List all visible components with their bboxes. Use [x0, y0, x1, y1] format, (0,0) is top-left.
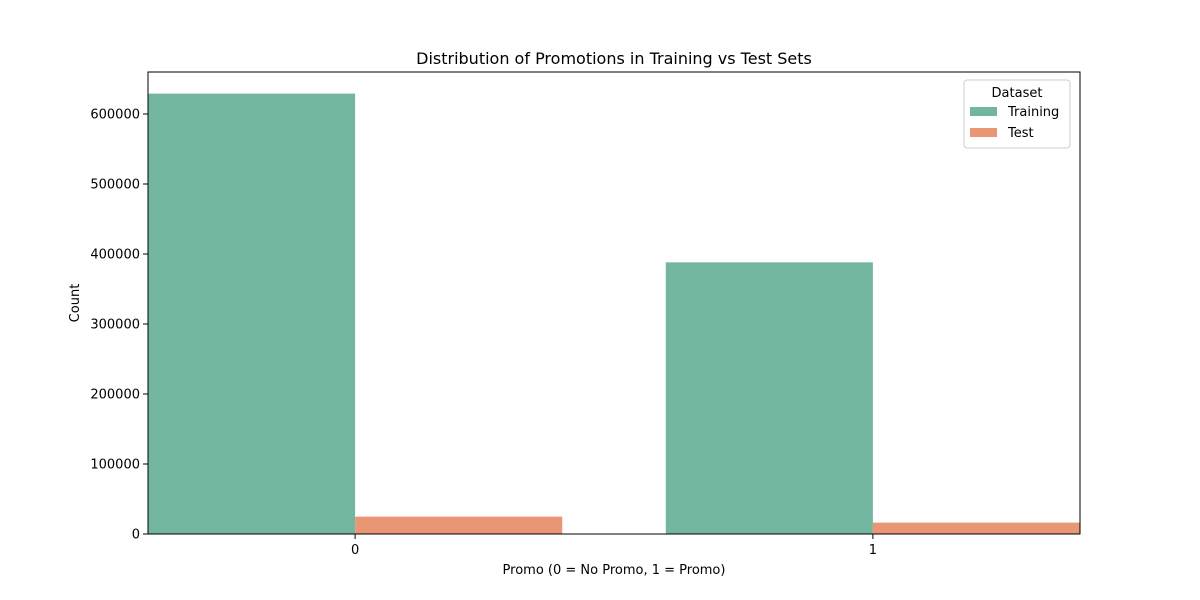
bar-test-1: [872, 522, 1080, 534]
y-tick-label: 500000: [90, 178, 140, 193]
legend-label-training: Training: [1007, 105, 1059, 120]
bar-training-0: [148, 93, 356, 534]
y-tick-label: 100000: [90, 458, 140, 473]
bars-group: [148, 93, 1080, 534]
y-tick-label: 300000: [90, 318, 140, 333]
plot-frame: [147, 71, 1081, 535]
legend-title: Dataset: [992, 86, 1043, 101]
x-tick-label: 1: [869, 543, 877, 558]
x-tick-label: 0: [351, 543, 359, 558]
legend: Dataset Training Test: [963, 79, 1071, 149]
legend-swatch-training: [970, 107, 997, 116]
legend-label-test: Test: [1007, 126, 1034, 141]
y-axis-label: Count: [68, 284, 83, 323]
bar-training-1: [665, 262, 873, 534]
bar-test-0: [355, 516, 563, 534]
y-tick-label: 0: [132, 528, 140, 543]
y-axis: 0 100000 200000 300000 400000 500000 600000: [90, 108, 148, 543]
y-tick-label: 600000: [90, 108, 140, 123]
legend-swatch-test: [970, 128, 997, 137]
x-axis-label: Promo (0 = No Promo, 1 = Promo): [503, 563, 726, 578]
y-tick-label: 200000: [90, 388, 140, 403]
y-tick-label: 400000: [90, 248, 140, 263]
chart-title: Distribution of Promotions in Training v…: [416, 49, 812, 68]
